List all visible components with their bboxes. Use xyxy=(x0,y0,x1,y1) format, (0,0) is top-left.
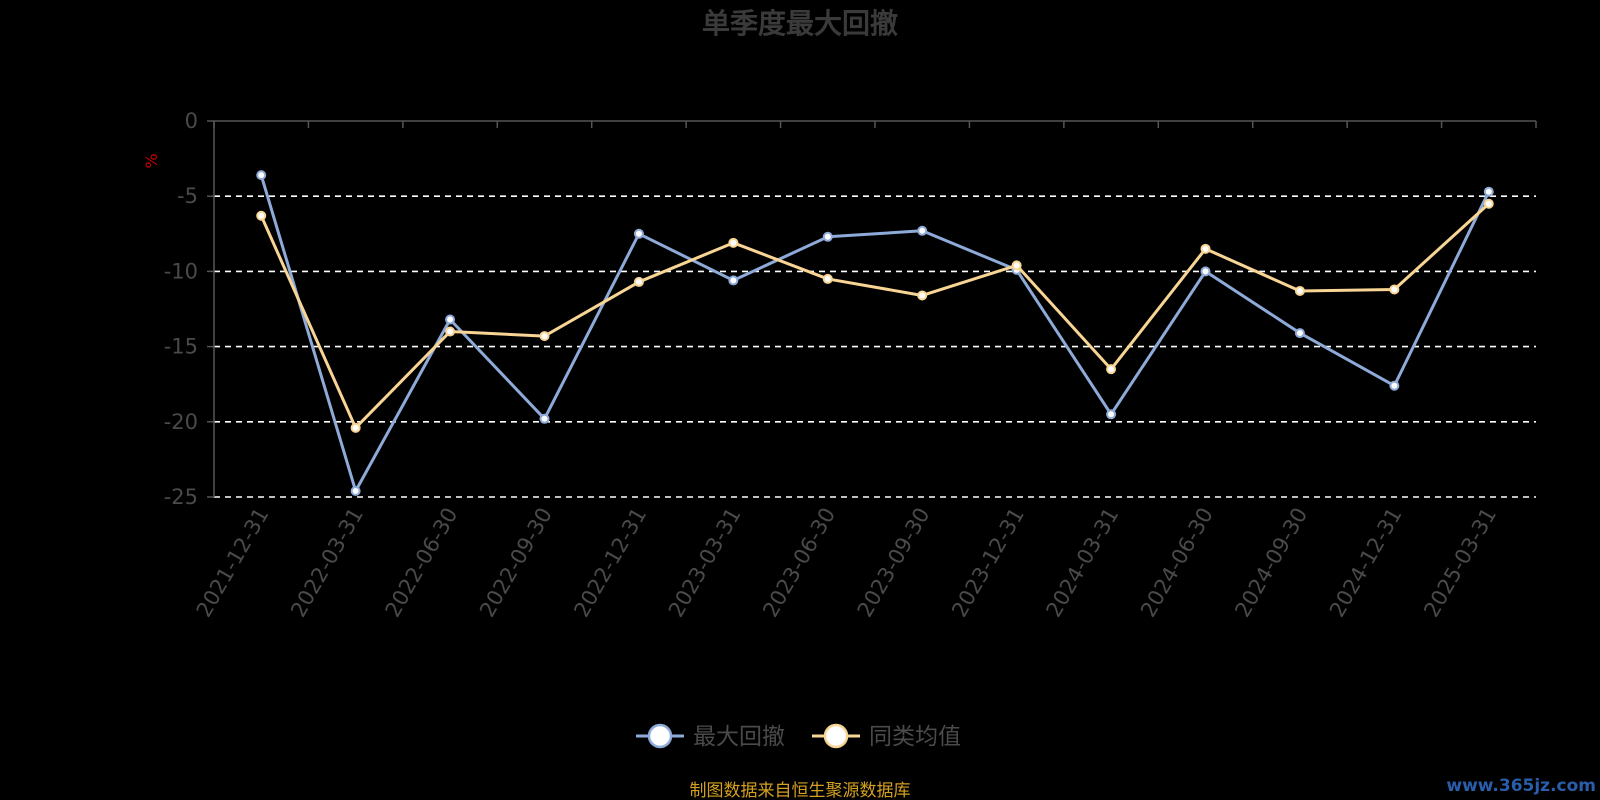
x-tick-label: 2022-09-30 xyxy=(475,504,557,622)
data-source-note: 制图数据来自恒生聚源数据库 xyxy=(690,781,911,800)
data-point xyxy=(728,237,739,248)
data-point xyxy=(1011,260,1022,271)
series-line-1 xyxy=(259,174,1491,493)
data-point xyxy=(1200,266,1211,277)
legend-label-1: 最大回撤 xyxy=(693,724,785,750)
data-point xyxy=(822,231,833,242)
legend-label-2: 同类均值 xyxy=(869,724,961,750)
grid-lines xyxy=(214,195,1536,498)
x-tick-label: 2022-03-31 xyxy=(286,504,368,622)
data-point xyxy=(1389,380,1400,391)
x-tick-label: 2024-06-30 xyxy=(1136,504,1218,622)
x-tick-label: 2024-12-31 xyxy=(1325,504,1407,622)
x-tick-label: 2024-09-30 xyxy=(1230,504,1312,622)
data-point xyxy=(350,485,361,496)
data-point xyxy=(1200,243,1211,254)
legend[interactable]: 最大回撤 同类均值 xyxy=(636,723,961,750)
data-point xyxy=(350,422,361,433)
data-point xyxy=(1483,198,1494,209)
x-tick-label: 2024-03-31 xyxy=(1042,504,1124,622)
x-tick-label: 2022-12-31 xyxy=(569,504,651,622)
series-line-2 xyxy=(259,202,1490,430)
watermark: www.365jz.com xyxy=(1446,776,1596,796)
y-tick-label: -25 xyxy=(164,485,198,509)
data-point xyxy=(1294,328,1305,339)
x-tick-label: 2023-12-31 xyxy=(947,504,1029,622)
data-point xyxy=(445,326,456,337)
x-tick-label: 2025-03-31 xyxy=(1419,504,1501,622)
legend-marker-1 xyxy=(647,723,673,749)
data-point xyxy=(539,413,550,424)
data-point xyxy=(633,228,644,239)
x-tick-label: 2023-09-30 xyxy=(853,504,935,622)
data-point xyxy=(256,170,267,181)
y-axis-unit-label: % xyxy=(142,153,161,168)
data-point xyxy=(1389,284,1400,295)
series-layer xyxy=(256,170,1494,496)
data-point xyxy=(917,290,928,301)
data-point xyxy=(1483,186,1494,197)
y-tick-label: -5 xyxy=(177,184,198,208)
data-point xyxy=(1106,409,1117,420)
x-tick-label: 2022-06-30 xyxy=(381,503,463,621)
data-point xyxy=(445,314,456,325)
x-tick-label: 2023-06-30 xyxy=(758,504,840,622)
data-point xyxy=(917,225,928,236)
data-point xyxy=(822,273,833,284)
data-point xyxy=(539,331,550,342)
y-tick-label: 0 xyxy=(185,109,198,133)
y-tick-label: -20 xyxy=(164,410,198,434)
y-tick-label: -10 xyxy=(164,259,198,283)
y-tick-label: -15 xyxy=(164,335,198,359)
data-point xyxy=(256,210,267,221)
data-point xyxy=(633,276,644,287)
chart-title: 单季度最大回撤 xyxy=(702,7,898,40)
legend-marker-2 xyxy=(823,723,849,749)
data-point xyxy=(728,275,739,286)
x-tick-label: 2023-03-31 xyxy=(664,504,746,622)
data-point xyxy=(1294,285,1305,296)
x-tick-label: 2021-12-31 xyxy=(192,504,274,622)
data-point xyxy=(1106,364,1117,375)
